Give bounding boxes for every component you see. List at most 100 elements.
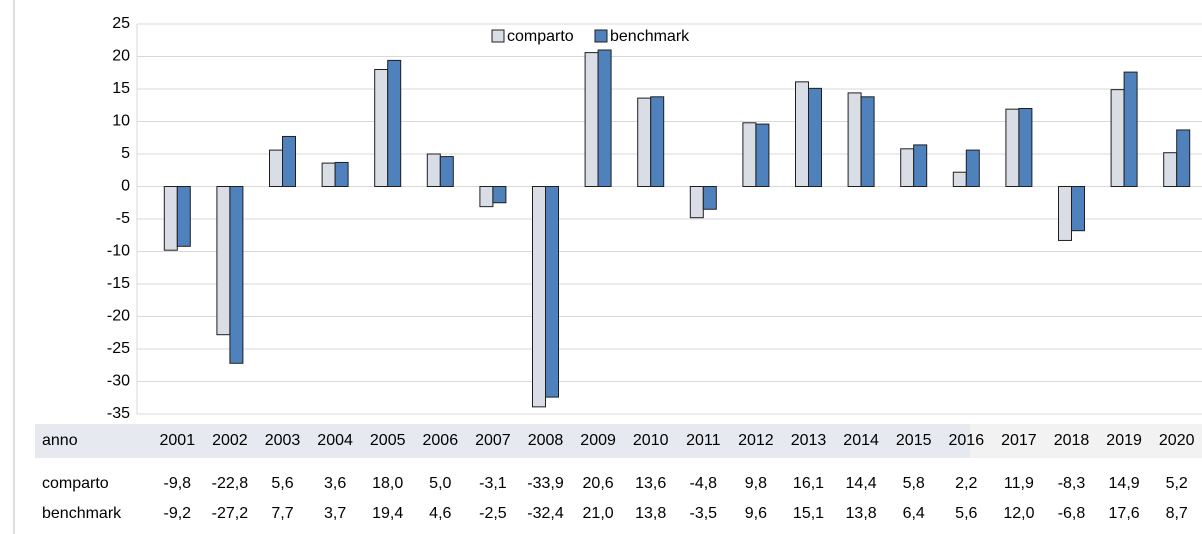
table-year: 2016 bbox=[949, 432, 985, 449]
bar bbox=[229, 186, 244, 364]
bar bbox=[900, 148, 915, 188]
table-value: 2,2 bbox=[955, 475, 977, 492]
table-year: 2003 bbox=[265, 432, 301, 449]
y-tick-label: 5 bbox=[121, 145, 130, 162]
y-tick-label: -35 bbox=[107, 405, 130, 422]
table-year: 2009 bbox=[580, 432, 616, 449]
y-tick-label: -25 bbox=[107, 340, 130, 357]
bar bbox=[545, 186, 559, 398]
table-row-label: comparto bbox=[42, 475, 109, 492]
bar bbox=[216, 186, 231, 336]
bar bbox=[269, 149, 283, 188]
legend-swatch bbox=[491, 29, 505, 43]
bar bbox=[492, 186, 507, 204]
table-value: -9,8 bbox=[164, 475, 192, 492]
bar bbox=[439, 156, 454, 188]
table-year: 2018 bbox=[1054, 432, 1090, 449]
table-value: 3,7 bbox=[324, 505, 346, 522]
table-value: 19,4 bbox=[372, 505, 403, 522]
y-tick-label: -5 bbox=[116, 210, 130, 227]
bar bbox=[1071, 186, 1085, 232]
bar bbox=[742, 122, 757, 188]
bar bbox=[584, 52, 599, 187]
table-value: 9,6 bbox=[745, 505, 767, 522]
table-year: 2007 bbox=[475, 432, 511, 449]
table-value: -32,4 bbox=[527, 505, 564, 522]
table-value: 7,7 bbox=[271, 505, 293, 522]
bar bbox=[321, 162, 336, 188]
bar bbox=[1176, 129, 1191, 187]
table-year: 2001 bbox=[160, 432, 196, 449]
table-value: 16,1 bbox=[793, 475, 824, 492]
table-value: 20,6 bbox=[583, 475, 614, 492]
table-year: 2006 bbox=[423, 432, 459, 449]
table-value: -4,8 bbox=[690, 475, 718, 492]
bar bbox=[426, 153, 441, 187]
table-value: -33,9 bbox=[527, 475, 564, 492]
bar bbox=[860, 96, 875, 187]
table-value: -2,5 bbox=[479, 505, 507, 522]
y-tick-label: 15 bbox=[112, 80, 130, 97]
bar bbox=[176, 186, 191, 247]
bar bbox=[847, 92, 862, 187]
table-header-band bbox=[970, 424, 1202, 458]
table-value: 5,6 bbox=[955, 505, 977, 522]
bar bbox=[597, 49, 612, 187]
table-header: anno bbox=[42, 432, 78, 449]
table-year: 2008 bbox=[528, 432, 564, 449]
table-year: 2013 bbox=[791, 432, 827, 449]
table-year: 2019 bbox=[1106, 432, 1142, 449]
y-tick-label: -20 bbox=[107, 308, 130, 325]
table-year: 2017 bbox=[1001, 432, 1037, 449]
table-value: 14,9 bbox=[1109, 475, 1140, 492]
bar bbox=[795, 81, 809, 187]
bar bbox=[637, 97, 652, 187]
table-value: 12,0 bbox=[1003, 505, 1034, 522]
y-tick-label: 20 bbox=[112, 48, 130, 65]
y-tick-label: 0 bbox=[121, 178, 130, 195]
table-value: -3,5 bbox=[690, 505, 718, 522]
bar bbox=[387, 59, 402, 187]
bar bbox=[1110, 89, 1125, 187]
bar bbox=[913, 144, 928, 187]
bar bbox=[965, 149, 980, 188]
table-year: 2015 bbox=[896, 432, 932, 449]
table-value: 21,0 bbox=[583, 505, 614, 522]
y-tick-label: -30 bbox=[107, 373, 130, 390]
table-value: 11,9 bbox=[1004, 475, 1034, 492]
table-value: 6,4 bbox=[903, 505, 925, 522]
bar bbox=[1018, 108, 1033, 187]
table-value: 5,6 bbox=[271, 475, 293, 492]
table-row-label: benchmark bbox=[42, 505, 122, 522]
table-year: 2002 bbox=[212, 432, 248, 449]
y-tick-label: 10 bbox=[112, 113, 130, 130]
legend-swatch bbox=[594, 29, 608, 43]
table-year: 2012 bbox=[738, 432, 774, 449]
bar bbox=[689, 186, 704, 219]
table-value: 5,2 bbox=[1166, 475, 1188, 492]
bar bbox=[808, 87, 822, 187]
bar bbox=[479, 186, 494, 208]
table-value: 5,8 bbox=[903, 475, 925, 492]
bar bbox=[334, 161, 349, 187]
table-value: 17,6 bbox=[1109, 505, 1140, 522]
y-tick-label: 25 bbox=[112, 15, 130, 32]
table-year: 2014 bbox=[843, 432, 879, 449]
bar bbox=[952, 171, 967, 187]
table-year: 2011 bbox=[686, 432, 721, 449]
table-year: 2004 bbox=[317, 432, 353, 449]
table-value: 4,6 bbox=[429, 505, 451, 522]
table-value: -8,3 bbox=[1058, 475, 1086, 492]
bar bbox=[755, 123, 770, 187]
table-value: 18,0 bbox=[372, 475, 403, 492]
table-year: 2005 bbox=[370, 432, 406, 449]
legend-label: benchmark bbox=[610, 28, 690, 45]
table-value: 8,7 bbox=[1166, 505, 1188, 522]
table-year: 2020 bbox=[1159, 432, 1195, 449]
bar bbox=[1058, 186, 1072, 241]
table-value: -3,1 bbox=[479, 475, 507, 492]
table-value: 13,8 bbox=[846, 505, 877, 522]
bar bbox=[1005, 108, 1020, 187]
bar bbox=[374, 69, 389, 187]
table-value: 5,0 bbox=[429, 475, 451, 492]
